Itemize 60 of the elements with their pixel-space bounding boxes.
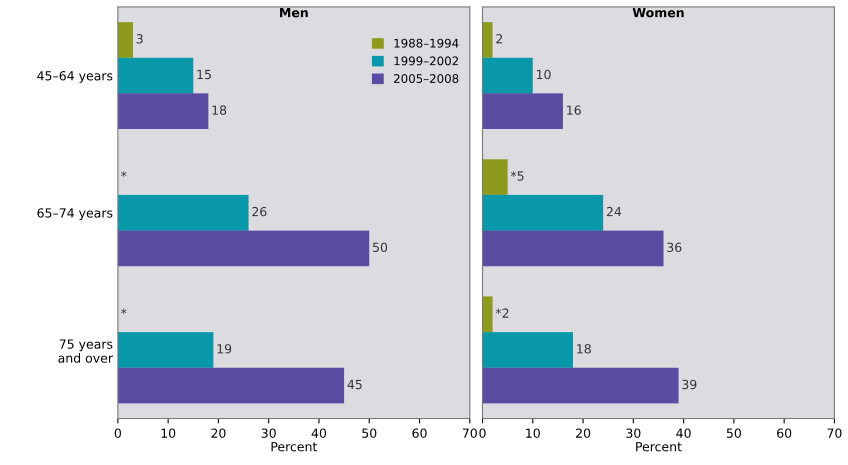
- data-label: 18: [212, 105, 226, 115]
- x-tick-label: 0: [114, 428, 122, 438]
- bar: [482, 159, 508, 195]
- data-label: 19: [218, 344, 232, 354]
- bar: [118, 368, 344, 404]
- y-tick-label: 65–74 years: [37, 208, 112, 220]
- bar: [118, 230, 370, 266]
- data-label: 10: [536, 70, 551, 80]
- data-label: 15: [197, 70, 211, 80]
- chart-title: Women: [632, 8, 684, 18]
- data-label: 18: [577, 344, 591, 354]
- bar: [482, 332, 574, 368]
- legend-label: 1988–1994: [394, 38, 459, 48]
- bar: [482, 22, 493, 58]
- data-label: 24: [606, 206, 622, 216]
- x-tick-label: 50: [726, 428, 742, 438]
- data-label: *5: [510, 171, 524, 181]
- text: *: [121, 308, 127, 314]
- x-axis-title: Percent: [272, 442, 318, 452]
- bar: [118, 194, 249, 231]
- x-tick-label: 40: [676, 428, 691, 438]
- x-tick-label: 20: [576, 428, 590, 438]
- x-tick-label: 60: [777, 428, 792, 438]
- chart-title: Men: [280, 8, 308, 18]
- bar: [118, 58, 194, 94]
- bar: [482, 296, 493, 332]
- x-tick-label: 10: [162, 428, 176, 438]
- bar: [482, 368, 679, 404]
- bar: [118, 332, 214, 368]
- legend-label: 2005–2008: [394, 74, 458, 84]
- legend-label: 1999–2002: [394, 56, 458, 66]
- bar: [482, 230, 664, 266]
- data-label: 39: [682, 380, 696, 390]
- x-tick-label: 70: [462, 428, 477, 438]
- bar: [482, 93, 563, 130]
- x-tick-label: 30: [626, 428, 640, 438]
- bar: [118, 22, 133, 58]
- x-tick-label: 30: [262, 428, 276, 438]
- bar: [482, 194, 604, 231]
- y-tick-label: 45–64 years: [37, 71, 112, 83]
- data-label: 16: [567, 105, 581, 115]
- text: *: [121, 171, 127, 177]
- y-tick-label: 75 years and over: [58, 340, 114, 363]
- bar: [482, 58, 533, 94]
- data-label: 36: [667, 242, 682, 252]
- bar: [118, 93, 208, 130]
- data-label: 50: [372, 242, 388, 252]
- x-tick-label: 60: [412, 428, 427, 438]
- x-tick-label: 50: [362, 428, 376, 438]
- x-axis-title: Percent: [636, 442, 682, 452]
- data-label: 26: [252, 206, 266, 216]
- x-tick-label: 0: [479, 428, 486, 438]
- x-tick-label: 20: [211, 428, 226, 438]
- data-label: *2: [496, 308, 508, 318]
- x-tick-label: 10: [526, 428, 540, 438]
- x-tick-label: 70: [828, 428, 842, 438]
- data-label: 2: [496, 34, 502, 44]
- data-label: 45: [347, 380, 362, 390]
- data-label: 3: [136, 34, 143, 44]
- x-tick-label: 40: [312, 428, 326, 438]
